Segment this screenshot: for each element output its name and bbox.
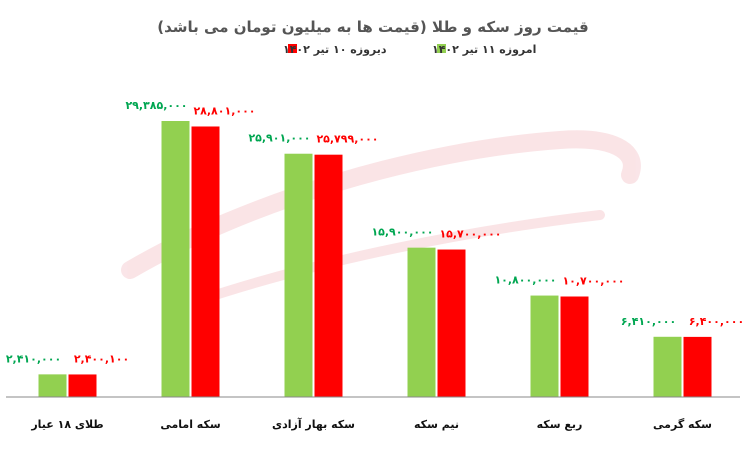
category-label-0: طلای ۱۸ عیار (30, 418, 103, 431)
watermark (121, 130, 641, 305)
value-label-yesterday-3: ۱۵,۷۰۰,۰۰۰ (439, 228, 501, 241)
bar-today-5 (653, 336, 682, 397)
value-label-yesterday-4: ۱۰,۷۰۰,۰۰۰ (562, 274, 624, 287)
value-label-today-5: ۶,۴۱۰,۰۰۰ (621, 315, 676, 328)
value-label-yesterday-2: ۲۵,۷۹۹,۰۰۰ (316, 133, 378, 146)
legend: امروزه ۱۱ تیر ۱۴۰۲ دیروزه ۱۰ تیر ۱۴۰۲ (283, 43, 536, 56)
value-label-yesterday-0: ۲,۴۰۰,۱۰۰ (74, 352, 129, 365)
value-label-today-3: ۱۵,۹۰۰,۰۰۰ (371, 226, 433, 239)
legend-label-today: امروزه ۱۱ تیر ۱۴۰۲ (432, 43, 536, 56)
bar-yesterday-5 (683, 336, 712, 397)
bar-today-0 (38, 374, 67, 397)
value-label-yesterday-5: ۶,۴۰۰,۰۰۰ (689, 315, 744, 328)
value-label-today-4: ۱۰,۸۰۰,۰۰۰ (494, 274, 556, 287)
legend-label-yesterday: دیروزه ۱۰ تیر ۱۴۰۲ (283, 43, 387, 56)
bar-yesterday-0 (68, 374, 97, 397)
value-label-today-2: ۲۵,۹۰۱,۰۰۰ (248, 132, 310, 145)
value-labels-group: ۲,۴۱۰,۰۰۰ ۲,۴۰۰,۱۰۰ ۲۹,۳۸۵,۰۰۰ ۲۸,۸۰۱,۰۰۰ ۲۵… (6, 99, 744, 365)
category-labels-group: طلای ۱۸ عیار سکه امامی سکه بهار آزادی نیم س… (30, 417, 712, 431)
legend-swatch-yesterday (288, 44, 297, 53)
bar-today-1 (161, 121, 190, 397)
bar-yesterday-3 (437, 249, 466, 397)
value-label-today-0: ۲,۴۱۰,۰۰۰ (6, 352, 61, 365)
category-label-3: نیم سکه (414, 418, 459, 431)
category-label-2: سکه بهار آزادی (272, 417, 355, 431)
chart-title: قیمت روز سکه و طلا (قیمت ها به میلیون تو… (157, 18, 588, 36)
bar-today-4 (530, 295, 559, 397)
category-label-1: سکه امامی (160, 418, 220, 431)
bar-yesterday-1 (191, 126, 220, 398)
bars-group (38, 121, 712, 398)
value-label-yesterday-1: ۲۸,۸۰۱,۰۰۰ (193, 104, 255, 117)
bar-yesterday-2 (314, 154, 343, 397)
value-label-today-1: ۲۹,۳۸۵,۰۰۰ (125, 99, 187, 112)
category-label-4: ربع سکه (537, 418, 583, 431)
bar-today-2 (284, 153, 313, 397)
legend-swatch-today (437, 44, 446, 53)
category-label-5: سکه گرمی (653, 418, 712, 431)
bar-today-3 (407, 247, 436, 397)
bar-yesterday-4 (560, 296, 589, 397)
